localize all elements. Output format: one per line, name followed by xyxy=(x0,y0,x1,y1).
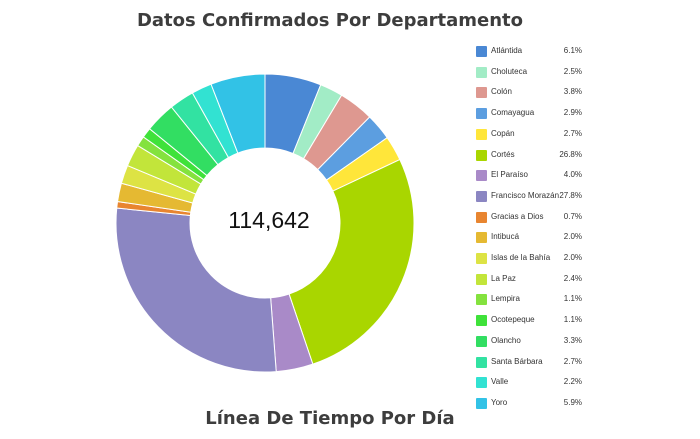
legend-label: Francisco Morazán xyxy=(491,190,560,200)
legend-swatch xyxy=(476,170,487,182)
legend-label: Islas de la Bahía xyxy=(491,253,551,262)
legend-swatch xyxy=(476,190,487,202)
legend-label: La Paz xyxy=(491,273,516,283)
legend-percentage: 2.7% xyxy=(563,356,582,366)
slice-francisco-morazan[interactable] xyxy=(115,207,277,373)
donut-chart xyxy=(115,73,415,373)
legend-swatch xyxy=(476,356,487,368)
legend-label: Atlántida xyxy=(491,46,523,55)
legend-item-comayagua[interactable]: Comayagua 2.9% xyxy=(476,106,596,122)
slice-cortes[interactable] xyxy=(288,158,415,365)
legend-item-santa-barbara[interactable]: Santa Bárbara 2.7% xyxy=(476,355,596,371)
timeline-section-title: Línea De Tiempo Por Día xyxy=(205,408,455,429)
legend-label: Lempira xyxy=(491,294,520,304)
legend-percentage: 4.0% xyxy=(563,170,582,180)
slice-yoro[interactable] xyxy=(210,73,266,154)
legend-item-choluteca[interactable]: Choluteca 2.5% xyxy=(476,65,596,81)
legend-item-olancho[interactable]: Olancho 3.3% xyxy=(476,334,596,350)
legend-item-islas-de-la-bahia[interactable]: Islas de la Bahía 2.0% xyxy=(476,251,596,267)
legend-swatch xyxy=(476,253,487,264)
legend-swatch xyxy=(476,232,487,244)
legend-label: Santa Bárbara xyxy=(491,356,543,366)
legend-swatch xyxy=(476,397,487,409)
legend-percentage: 1.1% xyxy=(563,315,582,325)
legend-item-atlantida[interactable]: Atlántida 6.1% xyxy=(476,44,596,60)
legend-item-intibuca[interactable]: Intibucá 2.0% xyxy=(476,230,596,246)
legend-swatch xyxy=(476,108,487,120)
legend-swatch xyxy=(476,87,487,99)
legend-item-el-paraiso[interactable]: El Paraíso 4.0% xyxy=(476,168,596,184)
legend-label: Copán xyxy=(491,128,515,138)
legend-item-gracias-a-dios[interactable]: Gracias a Dios 0.7% xyxy=(476,210,596,226)
legend-percentage: 2.0% xyxy=(563,253,582,262)
legend-item-lempira[interactable]: Lempira 1.1% xyxy=(476,292,596,308)
legend-label: Colón xyxy=(491,87,512,97)
legend-percentage: 2.9% xyxy=(563,108,582,118)
legend-percentage: 6.1% xyxy=(563,46,582,55)
legend-percentage: 2.7% xyxy=(563,128,582,138)
legend-item-yoro[interactable]: Yoro 5.9% xyxy=(476,396,596,412)
legend-label: Yoro xyxy=(491,397,508,407)
legend-percentage: 2.4% xyxy=(563,273,582,283)
legend-swatch xyxy=(476,66,487,78)
legend-percentage: 3.8% xyxy=(563,87,582,97)
legend-percentage: 2.0% xyxy=(563,232,582,242)
legend-label: Gracias a Dios xyxy=(491,211,544,221)
legend-swatch xyxy=(476,294,487,306)
total-cases-label: 114,642 xyxy=(228,207,310,233)
legend-swatch xyxy=(476,315,487,327)
legend-percentage: 27.8% xyxy=(559,190,582,200)
legend-label: Cortés xyxy=(491,149,515,159)
legend-swatch xyxy=(476,335,487,347)
legend-swatch xyxy=(476,128,487,140)
legend-swatch xyxy=(476,211,487,223)
chart-title: Datos Confirmados Por Departamento xyxy=(136,10,524,31)
legend-item-copan[interactable]: Copán 2.7% xyxy=(476,127,596,143)
legend-percentage: 1.1% xyxy=(563,294,582,304)
legend-swatch xyxy=(476,377,487,389)
legend-percentage: 0.7% xyxy=(563,211,582,221)
legend-percentage: 2.2% xyxy=(563,377,582,387)
legend-label: Intibucá xyxy=(491,232,520,242)
legend-item-valle[interactable]: Valle 2.2% xyxy=(476,375,596,391)
legend-percentage: 3.3% xyxy=(563,335,582,345)
legend-swatch xyxy=(476,273,487,285)
legend-percentage: 5.9% xyxy=(563,397,582,407)
legend-item-la-paz[interactable]: La Paz 2.4% xyxy=(476,272,596,288)
legend-item-cortes[interactable]: Cortés 26.8% xyxy=(476,148,596,164)
legend-label: El Paraíso xyxy=(491,170,528,180)
legend-label: Ocotepeque xyxy=(491,315,535,325)
legend-item-francisco-morazan[interactable]: Francisco Morazán 27.8% xyxy=(476,189,596,205)
legend-percentage: 2.5% xyxy=(563,66,582,76)
legend-label: Valle xyxy=(491,377,509,387)
legend-swatch xyxy=(476,149,487,161)
legend-swatch xyxy=(476,46,487,57)
legend-percentage: 26.8% xyxy=(559,149,582,159)
legend-label: Choluteca xyxy=(491,66,528,76)
legend-label: Comayagua xyxy=(491,108,535,118)
legend-item-colon[interactable]: Colón 3.8% xyxy=(476,85,596,101)
legend-label: Olancho xyxy=(491,335,521,345)
legend-item-ocotepeque[interactable]: Ocotepeque 1.1% xyxy=(476,313,596,329)
